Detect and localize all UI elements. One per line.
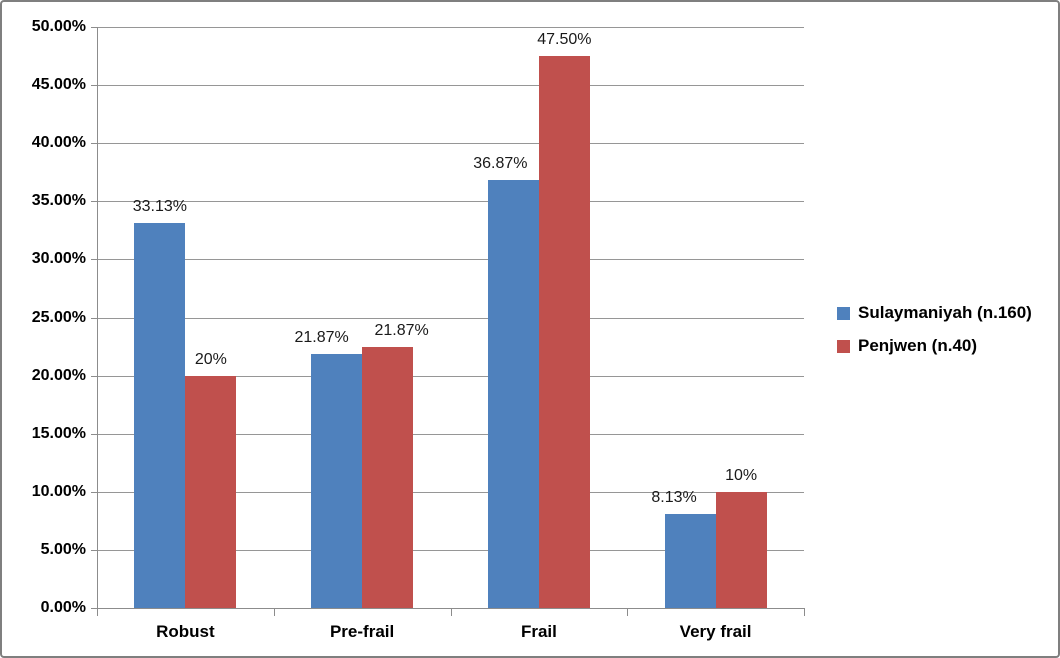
- y-axis-tick: [91, 549, 97, 551]
- chart-legend: Sulaymaniyah (n.160) Penjwen (n.40): [837, 303, 1032, 369]
- gridline: [97, 317, 804, 319]
- y-axis-tick: [91, 259, 97, 261]
- bar-penjwen-n-40: [715, 491, 767, 608]
- y-axis-tick-label: 15.00%: [31, 424, 86, 442]
- y-axis-tick-label: 50.00%: [31, 18, 86, 35]
- x-axis-line: [91, 608, 804, 609]
- y-axis-tick-label: 35.00%: [31, 192, 86, 210]
- x-axis-tick: [450, 608, 452, 616]
- gridline: [97, 491, 804, 493]
- gridline: [97, 259, 804, 261]
- bar-data-label: 10%: [725, 466, 758, 484]
- x-axis-category-label: Robust: [156, 622, 215, 641]
- bar-sulaymaniyah-n-160: [487, 179, 539, 608]
- bar-data-label: 20%: [194, 350, 227, 368]
- gridline: [97, 143, 804, 145]
- bar-data-label: 33.13%: [132, 198, 188, 215]
- gridline: [97, 549, 804, 551]
- gridline: [97, 85, 804, 87]
- bar-data-label: 36.87%: [473, 154, 528, 172]
- y-axis-tick-label: 20.00%: [31, 366, 86, 384]
- y-axis-tick: [91, 375, 97, 377]
- y-axis-line: [97, 27, 98, 616]
- bar-data-label: 8.13%: [651, 488, 697, 506]
- bar-penjwen-n-40: [538, 56, 590, 608]
- x-axis-tick: [97, 608, 98, 616]
- legend-item: Sulaymaniyah (n.160): [837, 303, 1032, 323]
- y-axis-tick: [91, 433, 97, 435]
- y-axis-tick-label: 10.00%: [31, 482, 86, 500]
- gridline: [97, 375, 804, 377]
- legend-label: Penjwen (n.40): [858, 336, 978, 355]
- y-axis-tick: [91, 491, 97, 493]
- bar-data-label: 21.87%: [294, 328, 349, 346]
- gridline: [97, 433, 804, 435]
- bar-data-label: 47.50%: [537, 31, 592, 48]
- y-axis-tick-label: 30.00%: [31, 250, 86, 268]
- bar-penjwen-n-40: [185, 375, 237, 608]
- y-axis-tick-label: 40.00%: [31, 134, 86, 152]
- legend-swatch-icon: [837, 306, 850, 320]
- bar-data-label: 21.87%: [374, 321, 429, 339]
- gridline: [97, 27, 804, 28]
- x-axis-category-label: Very frail: [679, 622, 752, 641]
- x-axis-category-label: Pre-frail: [329, 622, 395, 641]
- y-axis-tick-label: 25.00%: [31, 308, 86, 326]
- bar-sulaymaniyah-n-160: [134, 223, 186, 608]
- y-axis-tick-label: 0.00%: [40, 599, 86, 616]
- x-axis-tick: [804, 608, 805, 616]
- x-axis-category-label: Frail: [520, 622, 557, 641]
- y-axis-tick: [91, 317, 97, 319]
- x-axis-tick: [273, 608, 275, 616]
- bar-sulaymaniyah-n-160: [311, 353, 363, 608]
- legend-item: Penjwen (n.40): [837, 336, 1032, 356]
- y-axis-tick: [91, 27, 97, 28]
- bar-penjwen-n-40: [362, 346, 414, 608]
- y-axis-tick: [91, 143, 97, 145]
- bar-sulaymaniyah-n-160: [664, 513, 716, 608]
- legend-label: Sulaymaniyah (n.160): [858, 303, 1032, 322]
- x-axis-tick: [627, 608, 629, 616]
- y-axis-tick-label: 5.00%: [40, 540, 86, 558]
- gridline: [97, 201, 804, 203]
- legend-swatch-icon: [837, 339, 850, 353]
- y-axis-tick-label: 45.00%: [31, 76, 86, 94]
- y-axis-tick: [91, 85, 97, 87]
- y-axis-tick: [91, 201, 97, 203]
